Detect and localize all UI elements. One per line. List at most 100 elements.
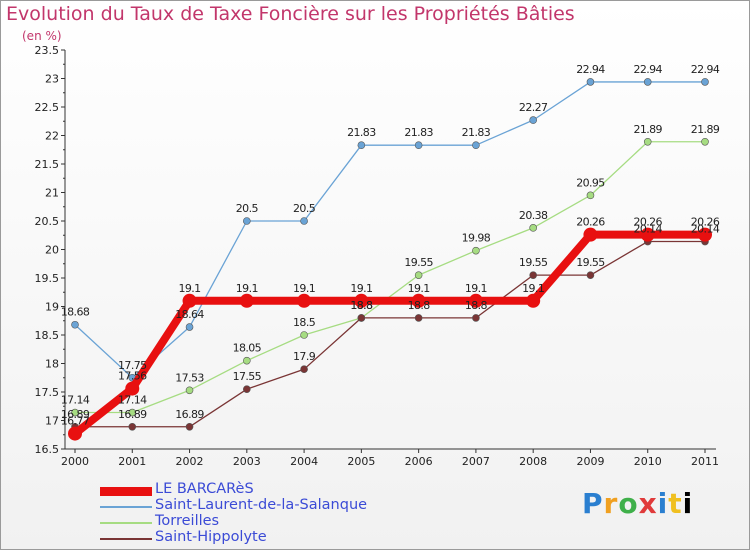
data-label: 19.1	[465, 282, 487, 295]
data-label: 19.55	[576, 256, 605, 269]
data-point	[526, 293, 541, 308]
data-point	[701, 137, 709, 146]
data-point	[243, 356, 251, 365]
x-tick-label: 2011	[691, 455, 719, 468]
x-tick-label: 2007	[462, 455, 490, 468]
y-tick-label: 18.5	[35, 329, 60, 342]
y-tick-label: 16.5	[35, 443, 60, 456]
legend-swatch	[100, 487, 152, 496]
y-tick-label: 20.5	[35, 215, 60, 228]
logo-letter: r	[603, 487, 619, 520]
data-label: 18.68	[61, 306, 90, 319]
x-tick-label: 2008	[519, 455, 547, 468]
data-label: 21.83	[404, 126, 433, 139]
x-tick-label: 2005	[347, 455, 375, 468]
data-point	[300, 217, 308, 225]
data-point	[128, 422, 137, 431]
y-tick-label: 23.5	[35, 44, 60, 57]
x-tick-label: 2004	[290, 455, 318, 468]
data-label: 18.05	[233, 342, 262, 355]
data-point	[243, 385, 251, 393]
y-tick-label: 17	[45, 415, 59, 428]
x-tick-label: 2000	[61, 455, 89, 468]
legend-item: Saint-Laurent-de-la-Salanque	[100, 497, 500, 515]
x-tick-label: 2001	[118, 455, 146, 468]
series-line	[74, 81, 706, 379]
data-point	[185, 386, 194, 395]
data-label: 19.55	[404, 256, 433, 269]
data-point	[414, 141, 423, 149]
series-line	[74, 141, 706, 414]
data-label: 18.8	[350, 299, 373, 312]
y-tick-label: 20	[45, 244, 59, 257]
data-point	[472, 314, 480, 322]
series-line	[71, 230, 709, 438]
legend-label: Saint-Laurent-de-la-Salanque	[155, 497, 368, 513]
data-label: 18.64	[175, 308, 204, 321]
data-label: 22.27	[519, 101, 548, 114]
data-point	[300, 331, 308, 339]
legend-swatch	[100, 522, 152, 524]
legend-item: Torreilles	[100, 513, 500, 531]
data-point	[71, 320, 79, 329]
data-label: 17.14	[118, 394, 147, 407]
y-tick-label: 18	[45, 358, 59, 371]
data-point	[243, 217, 251, 225]
data-label: 19.55	[519, 256, 548, 269]
data-label: 17.56	[118, 370, 147, 383]
data-point	[68, 426, 82, 441]
logo-letter: x	[638, 487, 658, 520]
data-label: 18.5	[293, 316, 316, 329]
data-label: 19.1	[350, 282, 372, 295]
data-point	[529, 271, 537, 279]
data-label: 17.53	[175, 371, 204, 384]
data-point	[529, 224, 537, 232]
data-point	[297, 293, 312, 308]
legend-swatch	[100, 506, 152, 508]
data-point	[472, 246, 480, 255]
data-label: 17.14	[61, 394, 90, 407]
data-label: 20.5	[236, 202, 259, 215]
data-label: 16.89	[61, 408, 90, 421]
data-point	[529, 116, 537, 124]
data-point	[468, 293, 483, 308]
data-label: 22.94	[633, 63, 662, 76]
data-label: 20.26	[633, 216, 662, 229]
data-label: 19.98	[462, 232, 491, 245]
data-label: 18.8	[408, 299, 431, 312]
x-tick-label: 2002	[176, 455, 204, 468]
y-tick-label: 17.5	[35, 386, 60, 399]
data-label: 21.89	[691, 123, 720, 136]
data-point	[185, 422, 194, 431]
data-label: 19.1	[293, 282, 315, 295]
data-point	[71, 408, 79, 417]
legend-label: LE BARCARèS	[155, 481, 254, 497]
data-point	[357, 314, 366, 322]
data-point	[698, 227, 712, 242]
data-label: 17.75	[118, 359, 147, 372]
data-point	[586, 78, 595, 86]
data-point	[586, 191, 595, 200]
data-label: 19.1	[522, 282, 544, 295]
y-tick-label: 23	[45, 73, 59, 86]
data-label: 16.89	[118, 408, 147, 421]
data-label: 19.1	[408, 282, 430, 295]
data-point	[414, 271, 423, 279]
data-point	[701, 78, 709, 86]
data-point	[414, 314, 423, 322]
data-label: 22.94	[576, 63, 605, 76]
data-point	[643, 137, 652, 146]
data-point	[185, 323, 194, 331]
logo-letter: i	[682, 487, 694, 520]
data-point	[586, 271, 595, 279]
data-point	[182, 293, 197, 308]
legend-item: Saint-Hippolyte	[100, 529, 500, 547]
data-point	[411, 293, 426, 308]
logo-letter: o	[618, 487, 639, 520]
data-label: 21.83	[347, 126, 376, 139]
data-point	[354, 293, 369, 308]
y-tick-label: 21.5	[35, 158, 60, 171]
data-label: 20.26	[576, 216, 605, 229]
legend: LE BARCARèS Saint-Laurent-de-la-Salanque T…	[100, 481, 500, 547]
data-label: 22.94	[691, 63, 720, 76]
